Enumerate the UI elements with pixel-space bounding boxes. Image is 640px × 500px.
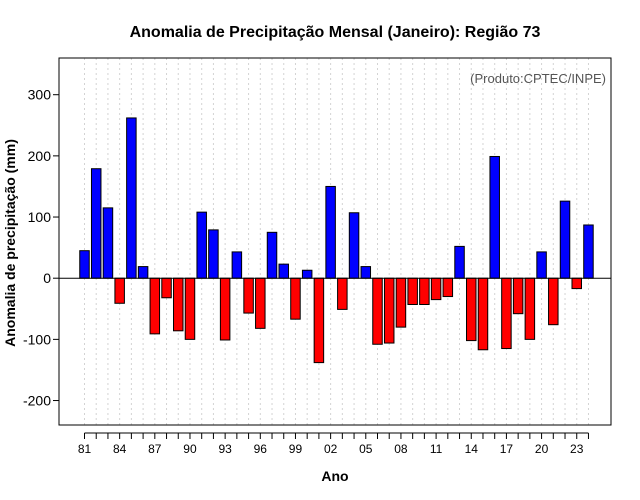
chart-title: Anomalia de Precipitação Mensal (Janeiro… bbox=[130, 24, 541, 41]
y-axis-label: Anomalia de precipitação (mm) bbox=[2, 139, 18, 347]
x-tick-label: 20 bbox=[535, 442, 549, 456]
bar-2001 bbox=[313, 277, 325, 364]
bar-2012 bbox=[442, 277, 454, 298]
bar-1992 bbox=[208, 229, 219, 279]
y-axis: -200 -100 0 100 200 300 bbox=[23, 87, 59, 409]
bar-1981 bbox=[79, 250, 90, 279]
bar-2017 bbox=[501, 277, 512, 350]
bar-1993 bbox=[219, 277, 231, 341]
bar-1990 bbox=[184, 277, 196, 340]
x-tick-label: 14 bbox=[465, 442, 479, 456]
y-tick-label: 0 bbox=[43, 270, 51, 286]
x-tick-label: 17 bbox=[500, 442, 514, 456]
bar-2013 bbox=[454, 245, 465, 279]
bar-2007 bbox=[383, 277, 395, 344]
bar-2011 bbox=[430, 277, 442, 301]
x-tick-label: 11 bbox=[430, 442, 443, 456]
x-tick-label: 96 bbox=[254, 442, 268, 456]
x-tick-label: 84 bbox=[113, 442, 127, 456]
plot-frame bbox=[58, 57, 612, 426]
x-tick-label: 99 bbox=[289, 442, 303, 456]
grid-lines bbox=[84, 58, 589, 425]
x-tick-label: 93 bbox=[218, 442, 232, 456]
bar-2016 bbox=[489, 155, 500, 279]
credit-text: (Produto:CPTEC/INPE) bbox=[470, 71, 606, 86]
bar-2022 bbox=[559, 200, 571, 279]
bar-2000 bbox=[301, 269, 313, 279]
bar-1996 bbox=[255, 277, 266, 329]
bar-1982 bbox=[90, 168, 102, 279]
x-tick-label: 81 bbox=[78, 442, 92, 456]
bar-1998 bbox=[278, 263, 289, 279]
bar-1988 bbox=[161, 277, 172, 299]
x-tick-label: 87 bbox=[148, 442, 162, 456]
bar-1995 bbox=[243, 277, 254, 314]
bar-1989 bbox=[173, 277, 184, 332]
y-tick-label: -100 bbox=[23, 331, 51, 347]
y-tick-label: -200 bbox=[23, 393, 51, 409]
bar-2019 bbox=[524, 277, 536, 340]
bars bbox=[79, 117, 594, 364]
bar-2023 bbox=[571, 277, 582, 290]
x-tick-label: 90 bbox=[183, 442, 197, 456]
bar-2004 bbox=[348, 212, 360, 279]
bar-2024 bbox=[583, 224, 594, 279]
bar-2009 bbox=[407, 277, 418, 306]
bar-2021 bbox=[548, 277, 559, 326]
x-tick-label: 05 bbox=[359, 442, 373, 456]
x-axis-label: Ano bbox=[321, 468, 348, 484]
bar-2002 bbox=[325, 185, 336, 279]
bar-1999 bbox=[290, 277, 301, 320]
bar-2015 bbox=[477, 277, 489, 351]
bar-1984 bbox=[114, 277, 125, 304]
y-tick-label: 100 bbox=[28, 209, 52, 225]
bar-1985 bbox=[126, 117, 137, 279]
x-tick-label: 02 bbox=[324, 442, 338, 456]
bar-1986 bbox=[137, 266, 149, 279]
bar-2003 bbox=[337, 277, 348, 310]
bar-1991 bbox=[196, 211, 207, 279]
bar-2006 bbox=[372, 277, 383, 345]
x-axis: 81 84 87 90 93 96 99 02 05 08 11 14 17 20 23 bbox=[78, 432, 589, 456]
bar-2010 bbox=[419, 277, 430, 306]
bar-2014 bbox=[466, 277, 477, 342]
bar-1997 bbox=[266, 231, 278, 279]
x-tick-label: 23 bbox=[570, 442, 584, 456]
y-tick-label: 200 bbox=[28, 148, 52, 164]
bar-2008 bbox=[395, 277, 407, 328]
x-tick-label: 08 bbox=[394, 442, 408, 456]
bar-1987 bbox=[149, 277, 161, 335]
bar-1994 bbox=[231, 251, 243, 279]
bar-2005 bbox=[360, 266, 372, 279]
bar-1983 bbox=[102, 207, 114, 279]
y-tick-label: 300 bbox=[28, 87, 52, 103]
bar-2020 bbox=[536, 251, 547, 279]
bar-2018 bbox=[512, 277, 524, 315]
